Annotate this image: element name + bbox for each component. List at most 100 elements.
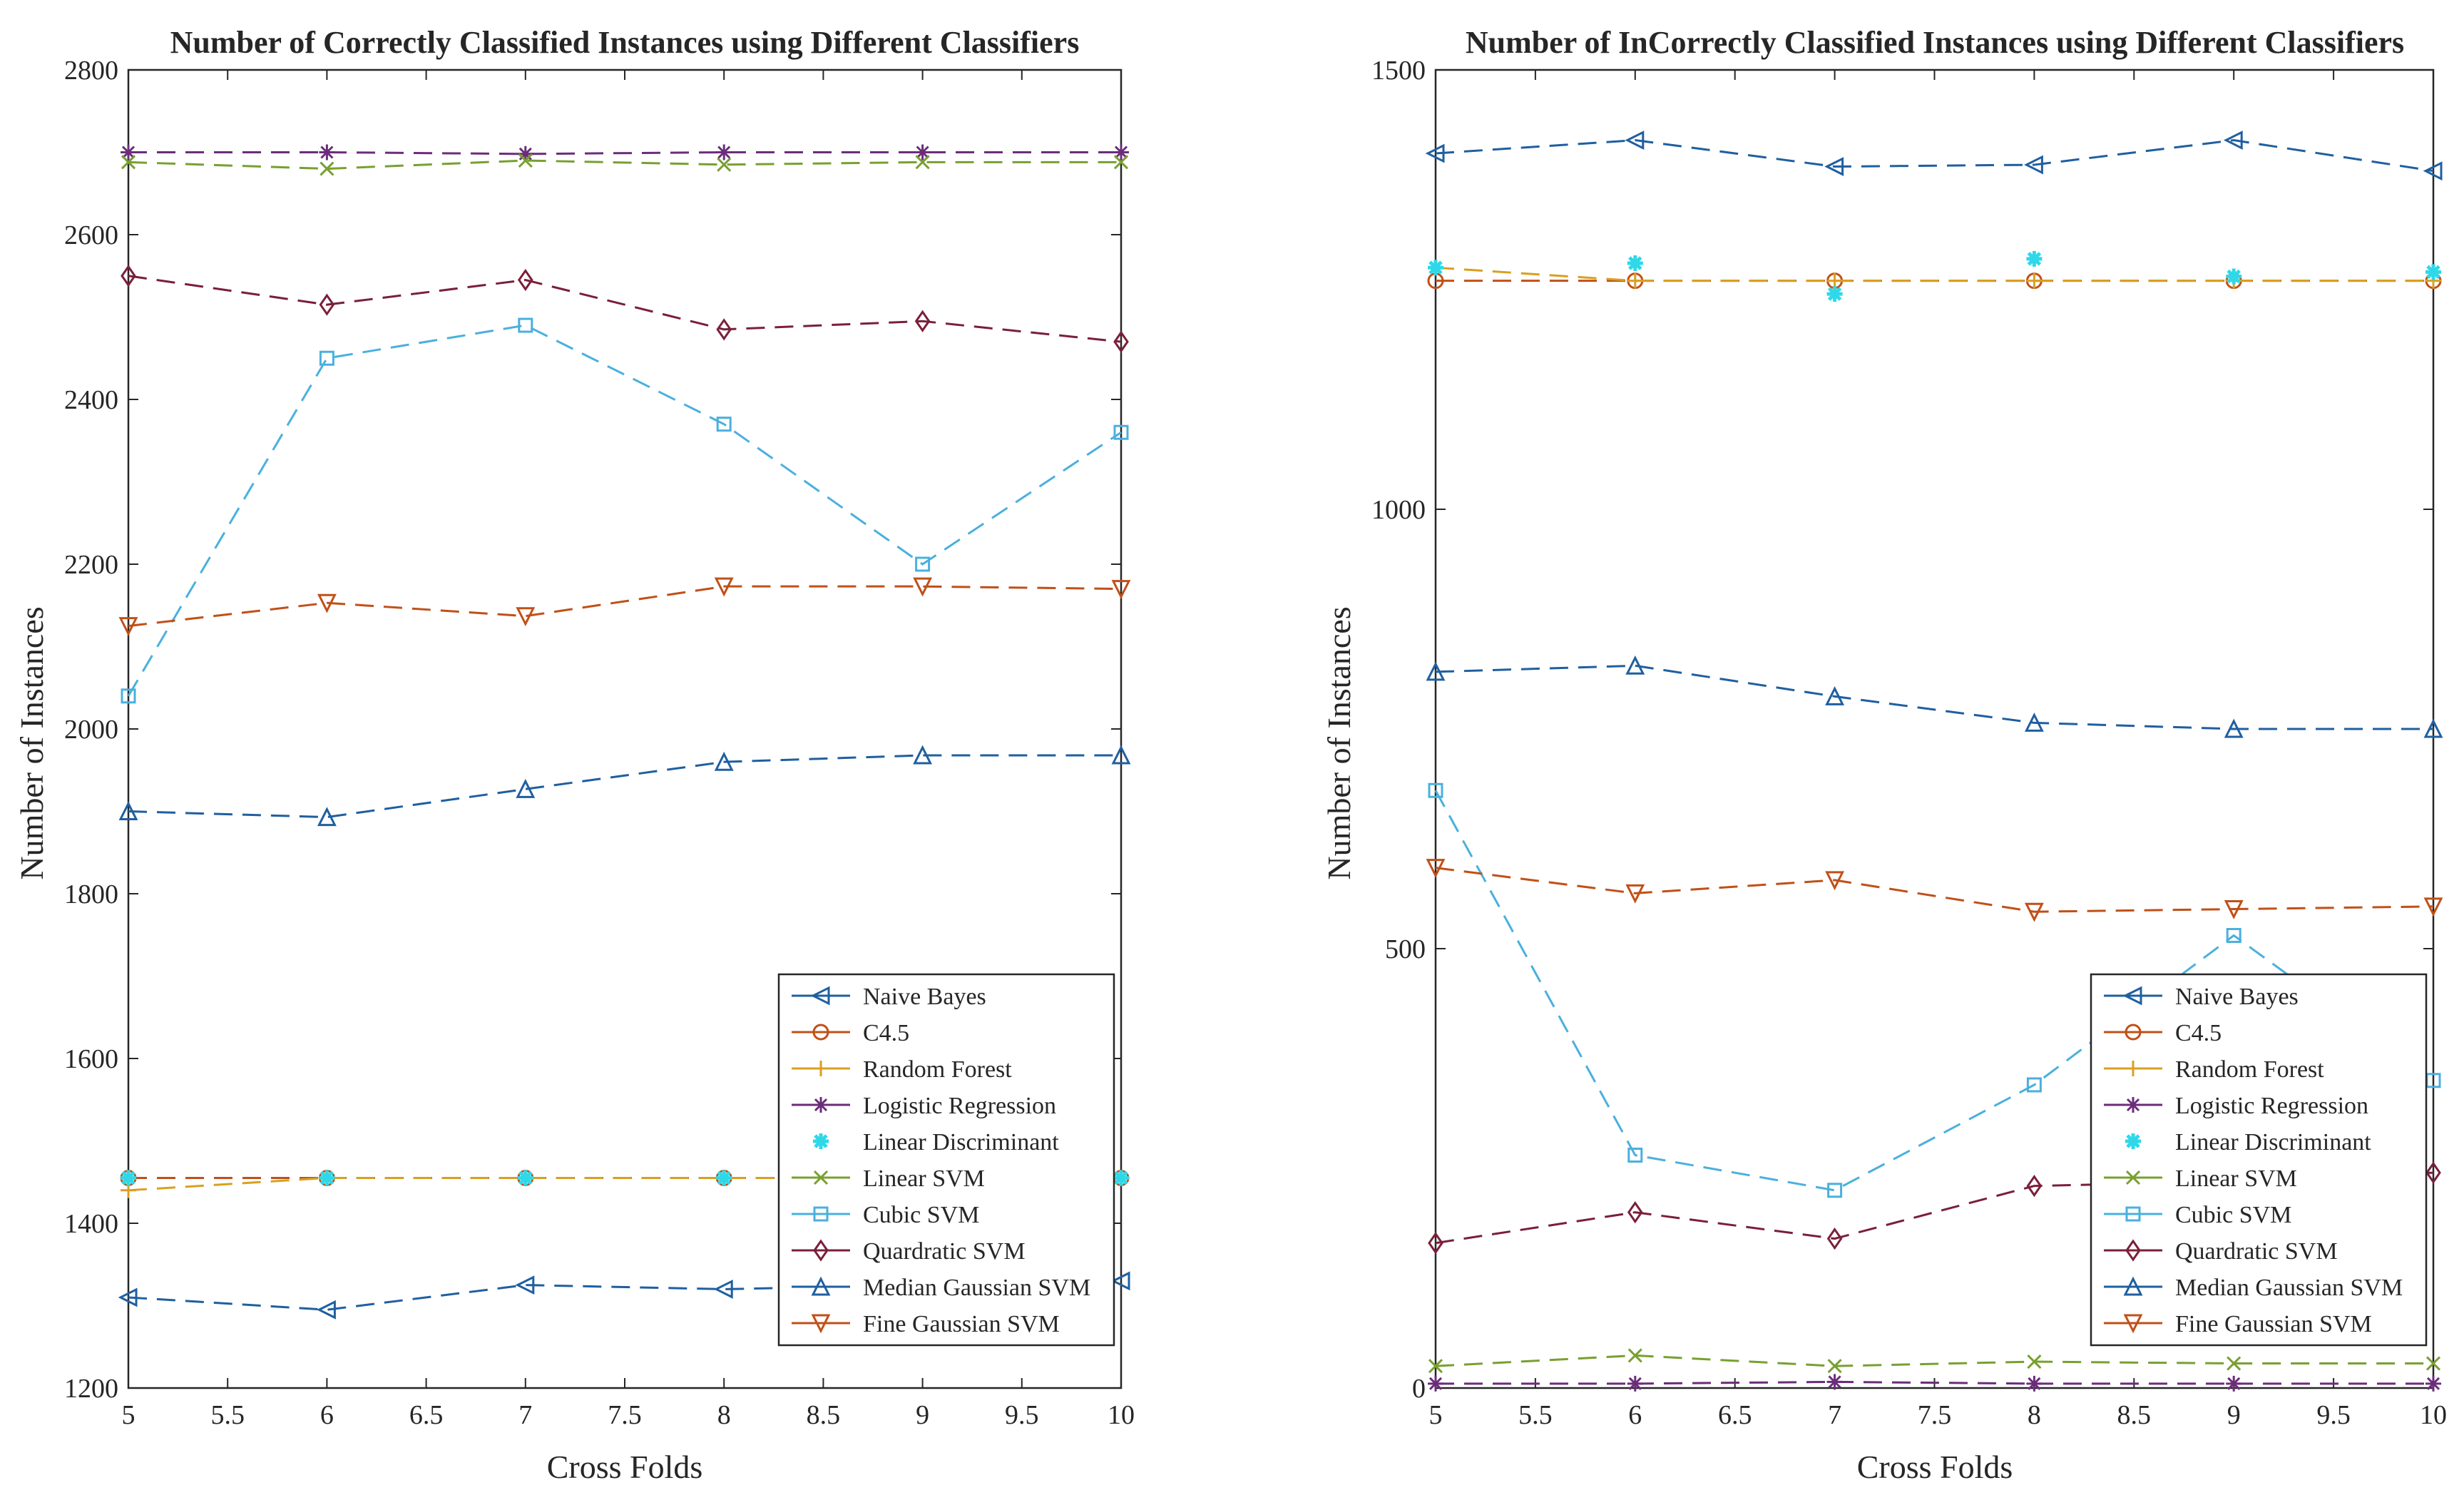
data-point bbox=[716, 1170, 732, 1186]
y-tick-label: 500 bbox=[1385, 934, 1426, 964]
legend-label: Linear Discriminant bbox=[2175, 1129, 2371, 1155]
data-point bbox=[517, 268, 533, 292]
data-point bbox=[714, 577, 734, 597]
series-median-gaussian-svm bbox=[118, 745, 1131, 827]
series-line bbox=[1435, 867, 2434, 913]
data-point bbox=[518, 153, 533, 168]
series-cubic-svm bbox=[1428, 782, 2441, 1198]
y-tick-label: 0 bbox=[1412, 1374, 1426, 1404]
data-point bbox=[713, 1279, 733, 1299]
legend-label: Fine Gaussian SVM bbox=[2175, 1311, 2372, 1337]
series-logistic-regression bbox=[1428, 1374, 2441, 1392]
data-point bbox=[716, 318, 732, 341]
legend-item-naive-bayes: Naive Bayes bbox=[2104, 984, 2299, 1010]
series-fine-gaussian-svm bbox=[118, 577, 1131, 636]
data-point bbox=[716, 417, 732, 432]
legend-marker bbox=[813, 1239, 829, 1262]
legend-item-quardratic-svm: Quardratic SVM bbox=[792, 1238, 1026, 1265]
x-tick-label: 8.5 bbox=[2117, 1400, 2152, 1430]
legend-marker bbox=[811, 1276, 831, 1296]
x-tick-label: 5 bbox=[1429, 1400, 1443, 1430]
data-point bbox=[1428, 1375, 1443, 1392]
legend-item-linear-discriminant: Linear Discriminant bbox=[2125, 1129, 2371, 1155]
data-point bbox=[1110, 1271, 1130, 1291]
legend-marker bbox=[2125, 1206, 2141, 1222]
legend-marker bbox=[2125, 1239, 2141, 1262]
data-point bbox=[2425, 1356, 2441, 1371]
series-line bbox=[1435, 266, 2433, 282]
data-point bbox=[913, 745, 933, 765]
data-point bbox=[714, 751, 734, 771]
data-point bbox=[1826, 1374, 1843, 1390]
data-point bbox=[2026, 1077, 2042, 1093]
data-point bbox=[319, 1170, 335, 1186]
series-logistic-regression bbox=[121, 144, 1129, 162]
legend-label: Naive Bayes bbox=[863, 984, 986, 1010]
series-line bbox=[128, 275, 1122, 343]
data-point bbox=[1627, 1148, 1643, 1163]
legend: Naive Bayes C4.5 Random Forest Logistic Reg… bbox=[2090, 973, 2428, 1347]
data-point bbox=[1627, 1200, 1643, 1224]
data-point bbox=[1425, 143, 1445, 163]
data-point bbox=[2027, 1354, 2042, 1369]
data-point bbox=[1428, 1232, 1443, 1255]
data-point bbox=[1627, 272, 1643, 289]
data-point bbox=[1113, 1170, 1129, 1186]
x-tick-label: 5.5 bbox=[210, 1400, 245, 1430]
data-point bbox=[716, 144, 732, 160]
data-point bbox=[1625, 655, 1645, 675]
series-line bbox=[1435, 664, 2433, 730]
x-tick-label: 6 bbox=[320, 1400, 334, 1430]
data-point bbox=[118, 617, 138, 636]
legend-item-random-forest: Random Forest bbox=[2104, 1056, 2324, 1083]
series-line bbox=[1434, 790, 2434, 1192]
x-tick-label: 10 bbox=[2420, 1400, 2447, 1430]
legend-label: Linear SVM bbox=[2175, 1165, 2297, 1192]
y-axis-label: Number of Instances bbox=[14, 606, 50, 879]
series-linear-discriminant bbox=[1428, 250, 2441, 302]
x-tick-label: 6.5 bbox=[409, 1400, 444, 1430]
legend-item-linear-svm: Linear SVM bbox=[2104, 1165, 2297, 1192]
legend-label: Linear Discriminant bbox=[863, 1129, 1059, 1155]
data-point bbox=[913, 577, 933, 597]
data-point bbox=[118, 801, 138, 820]
data-point bbox=[1827, 1183, 1843, 1198]
series-fine-gaussian-svm bbox=[1426, 859, 2443, 922]
legend-marker bbox=[811, 1314, 831, 1334]
legend-marker bbox=[2125, 1024, 2142, 1041]
legend-label: Median Gaussian SVM bbox=[863, 1275, 1090, 1301]
data-point bbox=[517, 146, 533, 162]
data-point bbox=[121, 1170, 136, 1186]
legend-label: Cubic SVM bbox=[863, 1202, 979, 1228]
series-line bbox=[128, 585, 1122, 628]
x-axis-label: Cross Folds bbox=[1857, 1449, 2013, 1485]
data-point bbox=[1111, 745, 1131, 765]
legend-marker bbox=[2125, 1133, 2141, 1149]
x-tick-label: 7 bbox=[1828, 1400, 1841, 1430]
series-line bbox=[1435, 139, 2434, 173]
y-tick-label: 1400 bbox=[64, 1209, 118, 1239]
legend-label: Naive Bayes bbox=[2175, 984, 2299, 1010]
x-tick-label: 9 bbox=[2227, 1400, 2241, 1430]
data-point bbox=[1426, 859, 1446, 879]
y-tick-label: 2400 bbox=[64, 385, 118, 415]
y-tick-label: 2800 bbox=[64, 56, 118, 86]
x-tick-label: 8.5 bbox=[807, 1400, 841, 1430]
legend-marker bbox=[2122, 986, 2142, 1006]
data-point bbox=[2223, 131, 2243, 150]
data-point bbox=[121, 144, 136, 160]
data-point bbox=[516, 778, 536, 798]
data-point bbox=[1428, 260, 1443, 276]
series-linear-svm bbox=[121, 153, 1129, 176]
data-point bbox=[2224, 900, 2244, 919]
legend-label: Linear SVM bbox=[863, 1165, 985, 1192]
data-point bbox=[1625, 131, 1645, 150]
legend-item-cubic-svm: Cubic SVM bbox=[2104, 1202, 2291, 1228]
data-point bbox=[317, 807, 337, 827]
x-tick-label: 8 bbox=[2028, 1400, 2041, 1430]
legend-marker bbox=[813, 1206, 829, 1222]
legend-marker bbox=[2125, 1097, 2141, 1113]
legend-marker bbox=[2125, 1170, 2141, 1185]
legend-item-cubic-svm: Cubic SVM bbox=[792, 1202, 979, 1228]
